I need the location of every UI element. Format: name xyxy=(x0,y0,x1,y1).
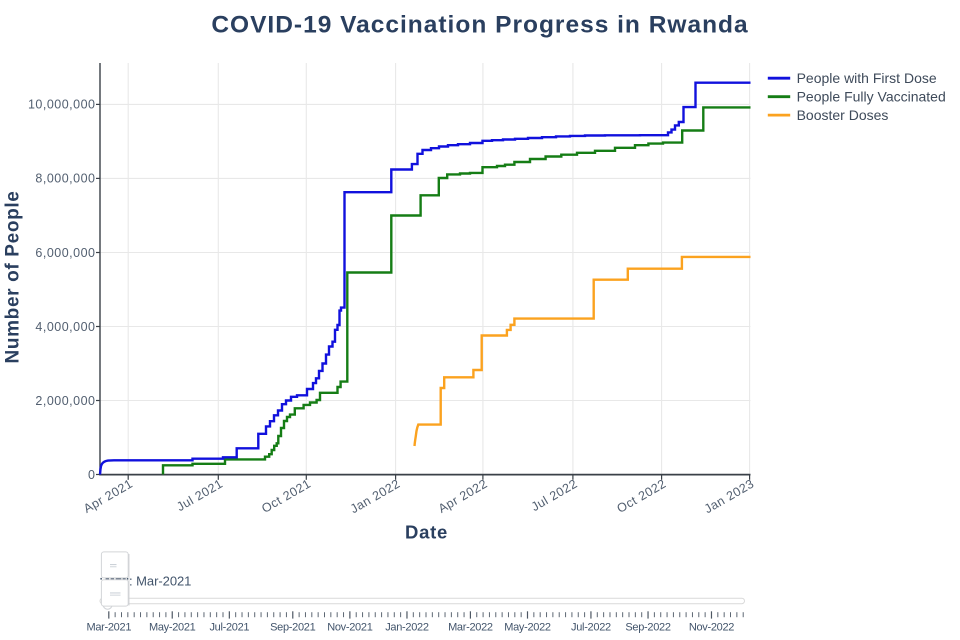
svg-text:Mar-2022: Mar-2022 xyxy=(448,622,493,634)
svg-text:0: 0 xyxy=(88,468,95,482)
svg-text:Sep-2021: Sep-2021 xyxy=(270,622,315,634)
svg-text:Booster Doses: Booster Doses xyxy=(797,107,889,123)
svg-text:2,000,000: 2,000,000 xyxy=(35,394,95,408)
svg-text:COVID-19 Vaccination Progress: COVID-19 Vaccination Progress in Rwanda xyxy=(211,12,748,39)
svg-text:: Mar-2021: : Mar-2021 xyxy=(129,574,191,589)
svg-text:6,000,000: 6,000,000 xyxy=(35,246,95,260)
svg-text:Number of People: Number of People xyxy=(3,191,24,364)
svg-text:Jan-2022: Jan-2022 xyxy=(385,622,429,634)
svg-text:May-2022: May-2022 xyxy=(504,622,551,634)
svg-text:May-2021: May-2021 xyxy=(149,622,196,634)
svg-text:Nov-2022: Nov-2022 xyxy=(689,622,734,634)
svg-text:Jul-2021: Jul-2021 xyxy=(209,622,249,634)
svg-text:10,000,000: 10,000,000 xyxy=(28,98,96,112)
svg-text:Jul-2022: Jul-2022 xyxy=(571,622,611,634)
svg-text:4,000,000: 4,000,000 xyxy=(35,320,95,334)
svg-text:Mar-2021: Mar-2021 xyxy=(86,622,131,634)
svg-text:Sep-2022: Sep-2022 xyxy=(625,622,670,634)
svg-text:People with First Dose: People with First Dose xyxy=(797,70,937,86)
svg-text:Date: Date xyxy=(405,522,448,543)
svg-text:People Fully Vaccinated: People Fully Vaccinated xyxy=(797,89,946,105)
svg-text:8,000,000: 8,000,000 xyxy=(35,172,95,186)
svg-text:Nov-2021: Nov-2021 xyxy=(327,622,372,634)
